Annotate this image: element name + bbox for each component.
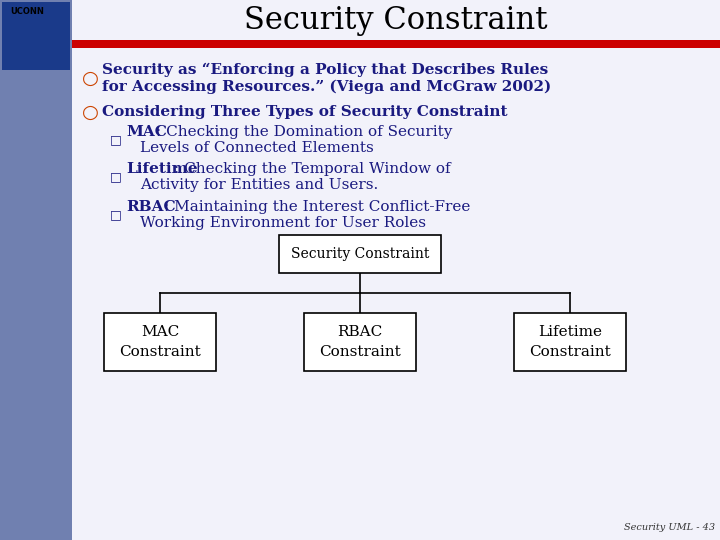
- Text: Considering Three Types of Security Constraint: Considering Three Types of Security Cons…: [102, 105, 508, 119]
- Text: for Accessing Resources.” (Viega and McGraw 2002): for Accessing Resources.” (Viega and McG…: [102, 80, 552, 94]
- Text: RBAC: RBAC: [126, 200, 176, 214]
- Text: Working Environment for User Roles: Working Environment for User Roles: [140, 216, 426, 230]
- Text: MAC
Constraint: MAC Constraint: [119, 325, 201, 359]
- Text: Security as “Enforcing a Policy that Describes Rules: Security as “Enforcing a Policy that Des…: [102, 63, 548, 77]
- Text: Security Constraint: Security Constraint: [291, 247, 429, 261]
- Text: : Maintaining the Interest Conflict-Free: : Maintaining the Interest Conflict-Free: [164, 200, 470, 214]
- Text: Security Constraint: Security Constraint: [244, 4, 548, 36]
- Text: MAC: MAC: [126, 125, 167, 139]
- Text: □: □: [110, 133, 122, 146]
- Text: Levels of Connected Elements: Levels of Connected Elements: [140, 141, 374, 155]
- FancyBboxPatch shape: [104, 313, 216, 371]
- Text: : Checking the Domination of Security: : Checking the Domination of Security: [156, 125, 452, 139]
- Text: □: □: [110, 171, 122, 184]
- Text: ○: ○: [82, 103, 99, 122]
- Bar: [0, 0, 72, 540]
- Text: □: □: [110, 208, 122, 221]
- FancyBboxPatch shape: [279, 235, 441, 273]
- Text: Activity for Entities and Users.: Activity for Entities and Users.: [140, 178, 378, 192]
- FancyBboxPatch shape: [514, 313, 626, 371]
- Bar: [72, 40, 720, 48]
- Text: RBAC
Constraint: RBAC Constraint: [319, 325, 401, 359]
- FancyBboxPatch shape: [304, 313, 416, 371]
- Bar: [2, 2, 70, 70]
- Text: Lifetime
Constraint: Lifetime Constraint: [529, 325, 611, 359]
- Text: Lifetime: Lifetime: [126, 162, 197, 176]
- Text: UCONN: UCONN: [10, 7, 44, 16]
- Text: ○: ○: [82, 69, 99, 87]
- Text: Security UML - 43: Security UML - 43: [624, 523, 715, 532]
- Text: : Checking the Temporal Window of: : Checking the Temporal Window of: [174, 162, 451, 176]
